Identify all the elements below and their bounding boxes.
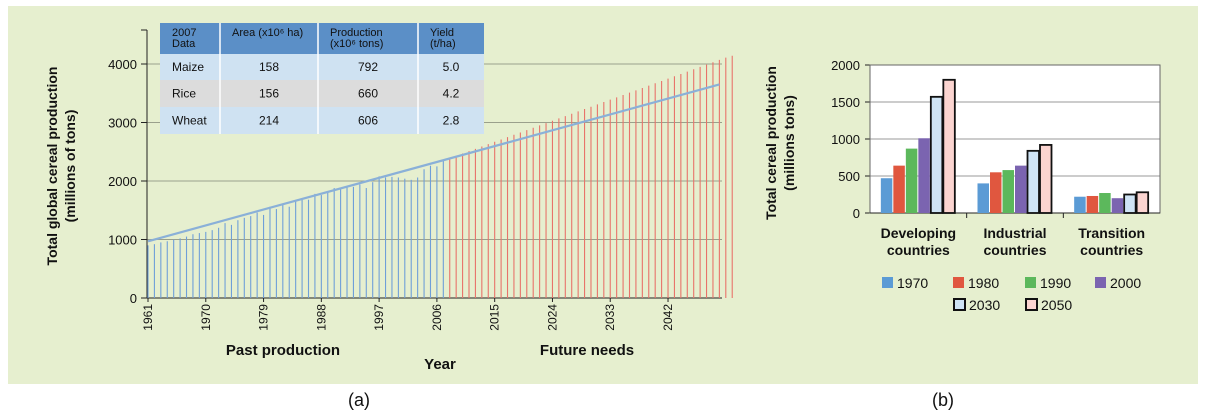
future-needs-label: Future needs — [540, 342, 634, 359]
x-category-label: Industrial — [983, 225, 1046, 241]
x-tick-label: 2006 — [430, 304, 444, 331]
table-row-bg — [160, 54, 484, 80]
y-tick-label: 3000 — [108, 116, 137, 131]
legend-swatch-1990 — [1025, 277, 1036, 288]
table-cell: Maize — [172, 60, 204, 74]
bar-1980 — [990, 172, 1002, 213]
bar-1990 — [1002, 170, 1014, 213]
legend-swatch-2000 — [1095, 277, 1106, 288]
table-header-cell: Yield — [430, 27, 454, 39]
table-cell: 156 — [259, 87, 279, 101]
table-row-bg — [160, 107, 484, 134]
x-category-label: countries — [887, 242, 950, 258]
bar-2030 — [1026, 149, 1040, 214]
bar-1970 — [977, 183, 989, 213]
bar-2000 — [918, 138, 930, 213]
x-axis-title: Year — [424, 356, 456, 373]
legend-label: 1990 — [1040, 275, 1071, 291]
x-tick-label: 1970 — [199, 304, 213, 331]
legend-label: 2000 — [1110, 275, 1141, 291]
x-tick-label: 1997 — [372, 304, 386, 331]
legend-label: 1970 — [897, 275, 928, 291]
x-category-label: Transition — [1078, 225, 1145, 241]
bar-1970 — [1074, 196, 1086, 213]
table-header-cell: 2007 — [172, 27, 196, 39]
table-cell: 214 — [259, 114, 279, 128]
table-header-cell: (x10⁶ tons) — [330, 38, 383, 50]
bar-2050 — [1135, 191, 1150, 214]
y-tick-label: 1000 — [108, 233, 137, 248]
y-tick-label: 0 — [130, 291, 137, 306]
legend-label: 2030 — [969, 297, 1000, 313]
x-tick-label: 1979 — [257, 304, 271, 331]
table-cell: 660 — [358, 87, 378, 101]
table-cell: 606 — [358, 114, 378, 128]
y-tick-label: 1500 — [831, 95, 860, 110]
y-axis-title-b: (millions tons) — [781, 95, 797, 191]
y-tick-label: 0 — [853, 206, 860, 221]
table-header-cell: (t/ha) — [430, 38, 456, 50]
x-category-label: countries — [983, 242, 1046, 258]
y-axis-title: (millions of tons) — [62, 110, 78, 223]
x-category-label: Developing — [881, 225, 956, 241]
bar-1990 — [1099, 193, 1111, 213]
bar-1990 — [905, 148, 918, 213]
table-cell: 4.2 — [443, 87, 460, 101]
legend-label: 2050 — [1041, 297, 1072, 313]
table-cell: 158 — [259, 60, 279, 74]
legend-swatch-2030 — [953, 298, 966, 311]
table-header-cell: Area (x10⁶ ha) — [232, 27, 303, 39]
table-row-bg — [160, 80, 484, 107]
y-tick-label: 500 — [838, 169, 860, 184]
bar-2000 — [1015, 165, 1027, 213]
bar-2050 — [1039, 144, 1053, 214]
x-tick-label: 2024 — [545, 304, 559, 331]
table-header-cell: Data — [172, 38, 196, 50]
trend-line — [147, 83, 720, 243]
bar-1980 — [893, 165, 905, 213]
x-tick-label: 1988 — [314, 304, 328, 331]
table-header-cell: Production — [330, 27, 383, 39]
panel-a-label: (a) — [348, 390, 370, 410]
y-axis-title: Total global cereal production — [44, 67, 60, 266]
y-tick-label: 2000 — [108, 174, 137, 189]
table-cell: 792 — [358, 60, 378, 74]
panel-b-label: (b) — [932, 390, 954, 410]
table-header-bg — [160, 23, 484, 54]
y-tick-label: 2000 — [831, 58, 860, 73]
legend-swatch-2050 — [1025, 298, 1038, 311]
legend-label: 1980 — [968, 275, 999, 291]
x-tick-label: 2042 — [661, 304, 675, 331]
legend-swatch-1980 — [953, 277, 964, 288]
legend-swatch-1970 — [882, 277, 893, 288]
table-cell: 2.8 — [443, 114, 460, 128]
table-cell: Wheat — [172, 114, 207, 128]
table-cell: 5.0 — [443, 60, 460, 74]
x-tick-label: 2015 — [488, 304, 502, 331]
bar-2000 — [1111, 198, 1124, 213]
y-axis-title-b: Total cereal production — [763, 66, 779, 220]
x-tick-label: 1961 — [141, 304, 155, 331]
x-category-label: countries — [1080, 242, 1143, 258]
bar-1980 — [1086, 195, 1099, 213]
y-tick-label: 1000 — [831, 132, 860, 147]
bar-1970 — [880, 178, 893, 213]
y-tick-label: 4000 — [108, 57, 137, 72]
bar-2030 — [1123, 193, 1137, 214]
bar-2050 — [942, 78, 956, 214]
x-tick-label: 2033 — [603, 304, 617, 331]
bar-2030 — [929, 95, 944, 214]
past-production-label: Past production — [226, 342, 340, 359]
table-cell: Rice — [172, 87, 196, 101]
